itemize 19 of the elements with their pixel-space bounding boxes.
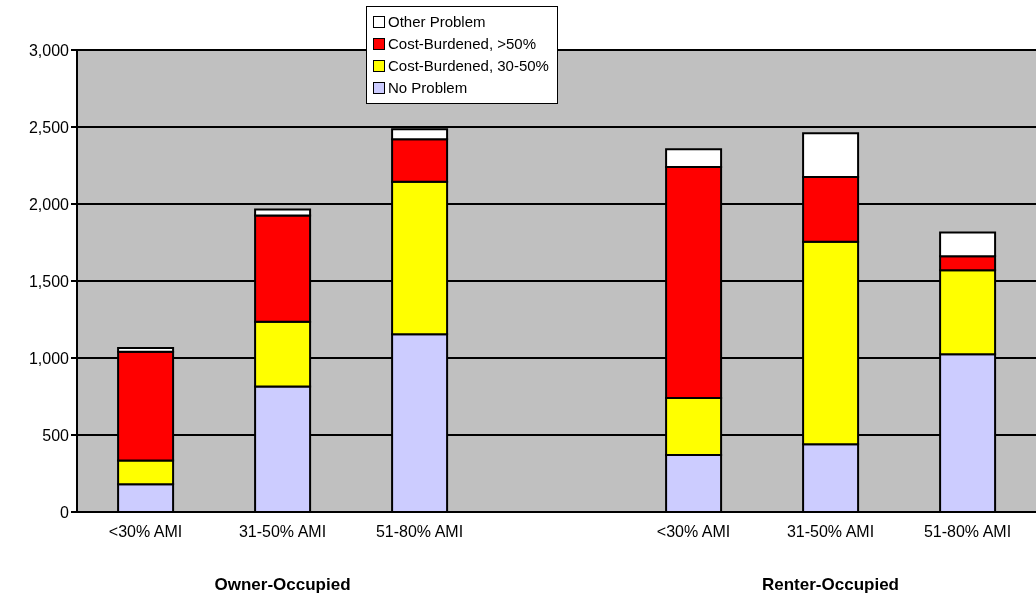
- y-tick-label: 2,500: [28, 118, 70, 136]
- text: Renter-Occupied: [761, 575, 900, 595]
- x-tick-label: 31-50% AMI: [786, 523, 875, 541]
- x-tick-label: 51-80% AMI: [375, 523, 464, 541]
- y-tick-label: 1,000: [28, 349, 70, 367]
- legend-label: Other Problem: [388, 12, 486, 32]
- x-tick-label: 31-50% AMI: [238, 523, 327, 541]
- x-tick-label: 51-80% AMI: [923, 523, 1012, 541]
- text: Owner-Occupied: [213, 575, 352, 595]
- y-tick-label: 2,000: [28, 195, 70, 213]
- legend-label: No Problem: [388, 78, 468, 98]
- x-tick-label: <30% AMI: [108, 523, 183, 541]
- y-tick-label: 0: [60, 503, 70, 521]
- legend-label: Cost-Burdened, >50%: [388, 34, 537, 54]
- y-tick-label: 1,500: [28, 272, 70, 290]
- y-tick-label: 500: [42, 426, 70, 444]
- legend-label: Cost-Burdened, 30-50%: [388, 56, 549, 76]
- y-tick-label: 3,000: [28, 41, 70, 59]
- x-tick-label: <30% AMI: [656, 523, 731, 541]
